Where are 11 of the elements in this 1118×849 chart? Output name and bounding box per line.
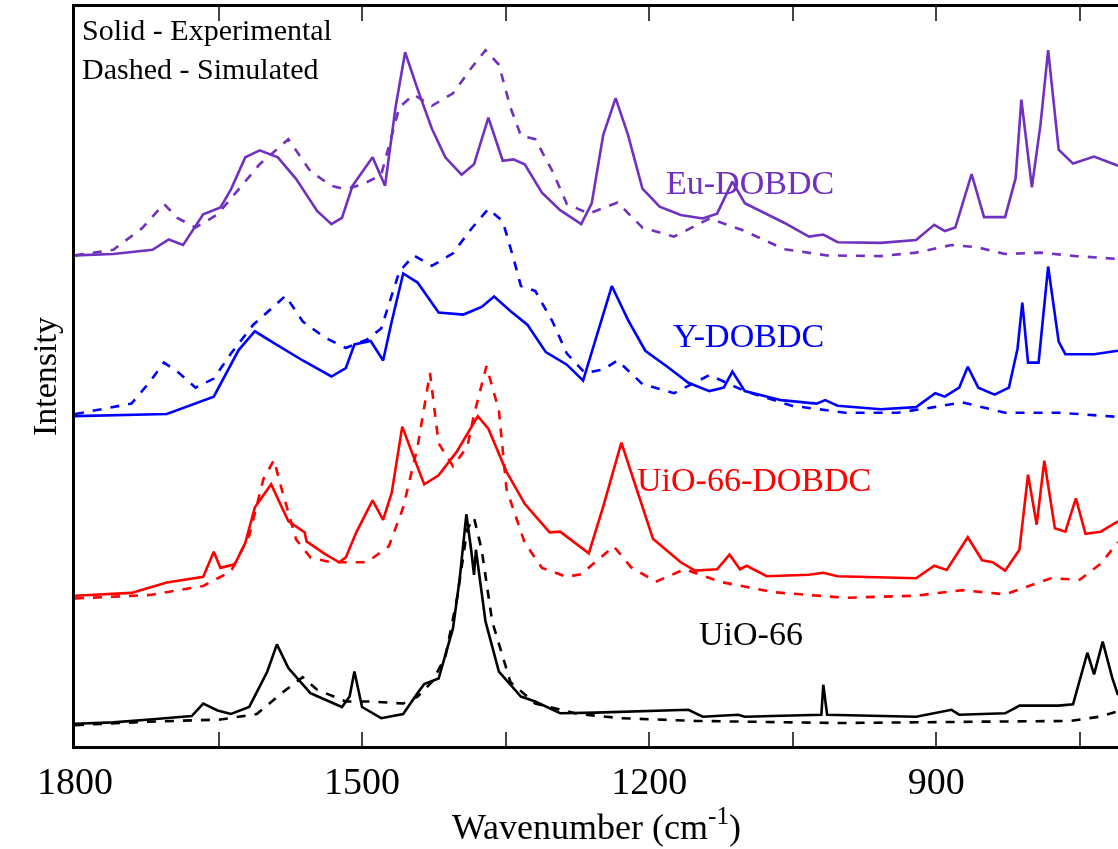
y-axis-title: Intensity xyxy=(25,317,63,436)
x-tick-label: 900 xyxy=(907,760,965,803)
annotation: Solid - Experimental Dashed - Simulated xyxy=(82,13,332,85)
series-label: UiO-66-DOBDC xyxy=(637,461,872,498)
x-tick-label: 1200 xyxy=(611,760,688,803)
series-label: UiO-66 xyxy=(699,615,803,652)
x-tick-label: 1800 xyxy=(37,760,113,803)
x-tick-label: 1500 xyxy=(324,760,401,803)
series-label: Y-DOBDC xyxy=(673,317,825,354)
series-label: Eu-DOBDC xyxy=(666,164,835,201)
x-axis-title: Wavenumber (cm$^{-1}$) xyxy=(452,802,741,848)
